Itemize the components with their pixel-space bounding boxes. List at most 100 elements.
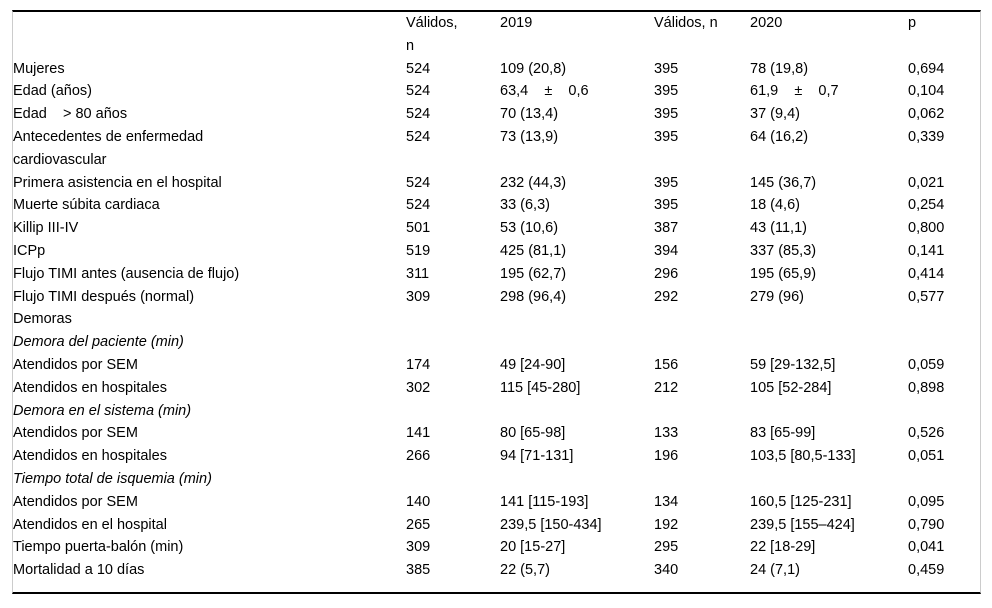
cell-valid-n-2019: 524 [406,60,431,77]
cell-p-value: 0,141 [908,242,945,259]
cell-value-2020: 103,5 [80,5-133] [750,448,856,465]
table-row: Tiempo total de isquemia (min) [13,468,980,491]
cell-p-value: 0,339 [908,128,945,145]
row-label: Atendidos por SEM [13,356,138,373]
cell-valid-n-2020: 296 [654,265,679,282]
table-row: Edad > 80 años 524 70 (13,4) 395 37 (9,4) 0,0… [13,103,980,126]
cell-p-value: 0,041 [908,539,945,556]
results-table: Válidos, n 2019 Válidos, n 2020 p Mujere… [13,12,980,582]
cell-valid-n-2020: 156 [654,356,679,373]
cell-p-value: 0,021 [908,174,945,191]
cell-valid-n-2019: 266 [406,448,431,465]
cell-value-2020: 37 (9,4) [750,106,800,123]
cell-value-2020: 61,9 ± 0,7 [750,83,839,100]
table-row: Mortalidad a 10 días 385 22 (5,7) 340 24 (7,… [13,559,980,582]
table-row: Atendidos en el hospital 265 239,5 [150-43… [13,514,980,537]
cell-p-value: 0,059 [908,356,945,373]
cell-value-2020 [750,400,908,423]
cell-valid-n-2020: 395 [654,197,679,214]
cell-valid-n-2019: 309 [406,539,431,556]
cell-value-2020: 337 (85,3) [750,242,817,259]
cell-valid-n-2019: 524 [406,197,431,214]
row-label: Atendidos por SEM [13,493,138,510]
cell-valid-n-2019 [406,468,500,491]
row-label: ICPp [13,242,46,259]
cell-p-value: 0,694 [908,60,945,77]
cell-valid-n-2019: 524 [406,83,431,100]
cell-value-2019 [500,331,654,354]
column-header-valid-2019: Válidos, n [406,15,458,54]
row-label: Demora en el sistema (min) [13,402,192,419]
cell-valid-n-2019: 174 [406,356,431,373]
cell-p-value: 0,051 [908,448,945,465]
cell-p-value: 0,095 [908,493,945,510]
cell-valid-n-2019: 302 [406,379,431,396]
row-label: Atendidos en hospitales [13,448,167,465]
cell-value-2020: 145 (36,7) [750,174,817,191]
cell-p-value [908,400,980,423]
row-label: Demora del paciente (min) [13,334,184,351]
table-row: Atendidos en hospitales 302 115 [45-280] 21… [13,377,980,400]
cell-valid-n-2019: 140 [406,493,431,510]
cell-valid-n-2020: 395 [654,128,679,145]
cell-p-value: 0,526 [908,425,945,442]
cell-p-value: 0,459 [908,562,945,579]
cell-value-2020: 24 (7,1) [750,562,800,579]
cell-value-2019 [500,308,654,331]
cell-valid-n-2020: 295 [654,539,679,556]
cell-value-2019: 239,5 [150-434] [500,516,602,533]
cell-valid-n-2019: 524 [406,106,431,123]
cell-p-value [908,331,980,354]
cell-p-value: 0,800 [908,220,945,237]
cell-value-2019: 141 [115-193] [500,493,589,510]
cell-valid-n-2019: 524 [406,174,431,191]
column-header-2020: 2020 [750,15,783,31]
cell-value-2020: 18 (4,6) [750,197,800,214]
row-label: Edad > 80 años [13,106,128,123]
cell-valid-n-2020: 134 [654,493,679,510]
cell-value-2020: 160,5 [125-231] [750,493,852,510]
cell-valid-n-2020: 292 [654,288,679,305]
cell-value-2019: 33 (6,3) [500,197,550,214]
column-header-2019: 2019 [500,15,533,31]
cell-value-2020: 239,5 [155–424] [750,516,855,533]
cell-value-2020: 279 (96) [750,288,805,305]
table-row: Demora del paciente (min) [13,331,980,354]
cell-valid-n-2019 [406,308,500,331]
cell-value-2019: 425 (81,1) [500,242,567,259]
cell-value-2020: 64 (16,2) [750,128,809,145]
column-header-valid-2020: Válidos, n [654,15,718,31]
column-header-p: p [908,15,917,31]
cell-value-2019: 70 (13,4) [500,106,559,123]
table-row: Flujo TIMI antes (ausencia de flujo) 311 1… [13,263,980,286]
row-label: Demoras [13,311,72,328]
row-label: Killip III-IV [13,220,79,237]
cell-p-value [908,308,980,331]
cell-p-value: 0,254 [908,197,945,214]
row-label: Flujo TIMI después (normal) [13,288,195,305]
cell-p-value: 0,577 [908,288,945,305]
table-body: Mujeres 524 109 (20,8) 395 78 (19,8) 0,694 Eda… [13,58,980,582]
column-header-label [13,12,406,58]
row-label: Mortalidad a 10 días [13,562,145,579]
row-label: Atendidos por SEM [13,425,138,442]
cell-valid-n-2019: 524 [406,128,431,145]
cell-valid-n-2019: 385 [406,562,431,579]
cell-value-2019: 109 (20,8) [500,60,567,77]
table-row: Atendidos por SEM 140 141 [115-193] 134 160,… [13,491,980,514]
cell-valid-n-2019: 311 [406,265,430,282]
table-row: Atendidos por SEM 174 49 [24-90] 156 59 [29-… [13,354,980,377]
cell-value-2019: 20 [15-27] [500,539,566,556]
cell-value-2019: 53 (10,6) [500,220,559,237]
cell-value-2020: 78 (19,8) [750,60,809,77]
table-row: ICPp 519 425 (81,1) 394 337 (85,3) 0,141 [13,240,980,263]
cell-value-2020: 83 [65-99] [750,425,816,442]
cell-p-value: 0,790 [908,516,945,533]
row-label: Edad (años) [13,83,92,100]
cell-value-2020 [750,468,908,491]
cell-value-2019: 80 [65-98] [500,425,566,442]
cell-valid-n-2020: 395 [654,106,679,123]
cell-value-2020: 22 [18-29] [750,539,816,556]
cell-valid-n-2020 [654,400,750,423]
cell-value-2019: 73 (13,9) [500,128,559,145]
